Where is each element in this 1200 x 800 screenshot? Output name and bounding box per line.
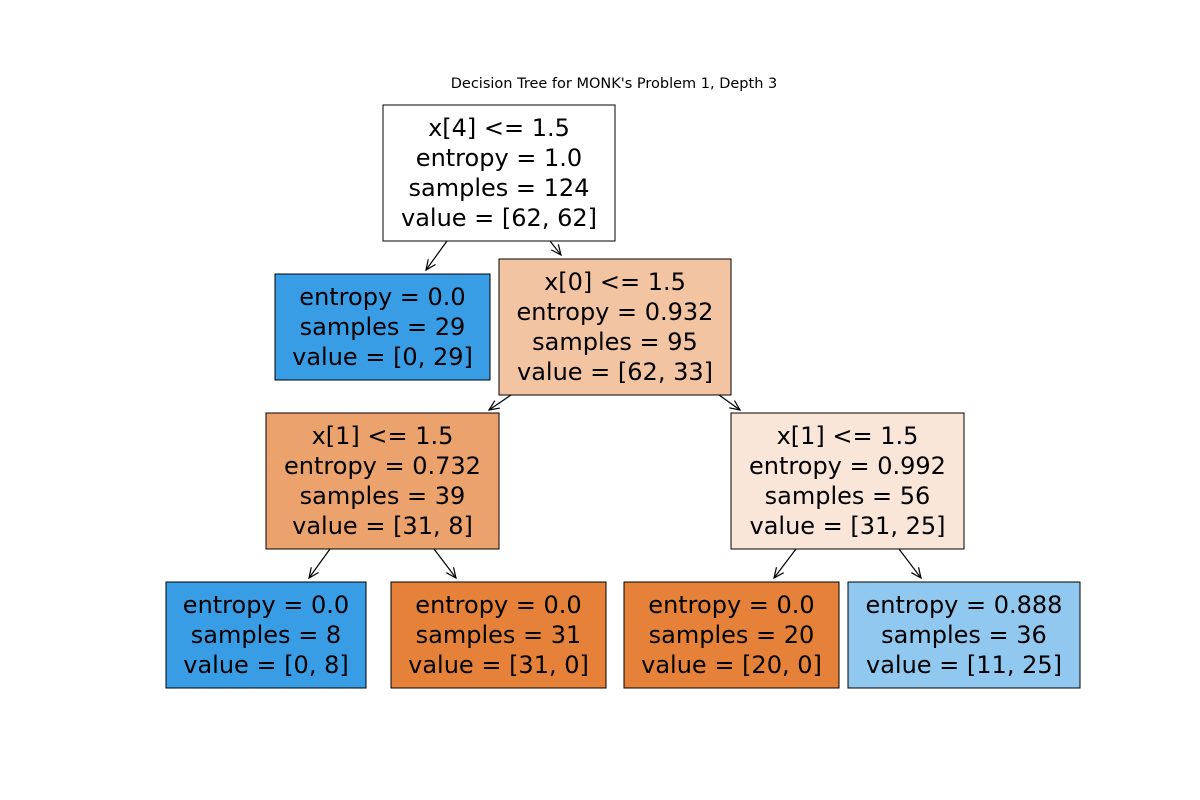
node-label-line: samples = 95 [532,328,698,356]
edge-root-n2 [549,240,562,257]
edge-n4-n8 [898,548,922,580]
edge-n3-n6 [433,548,457,580]
node-label-line: samples = 20 [649,621,815,649]
node-label-line: samples = 39 [300,482,466,510]
node-label-line: entropy = 0.0 [415,591,581,619]
node-label-line: samples = 124 [409,174,590,202]
node-label-line: samples = 29 [300,313,466,341]
edge-n4-n7 [773,548,797,580]
edge-line [718,394,741,411]
node-label-line: entropy = 0.0 [299,283,465,311]
node-label-line: value = [62, 62] [401,204,597,232]
node-label-line: value = [31, 8] [292,512,473,540]
node-box [847,581,1081,689]
edge-line [425,240,448,271]
node-label-line: value = [20, 0] [641,651,822,679]
edge-line [773,548,797,579]
node-label-line: samples = 8 [191,621,341,649]
edge-arrowhead [773,567,784,580]
node-label-line: value = [0, 29] [292,343,473,371]
node-label-line: samples = 56 [765,482,931,510]
node-box [390,581,607,689]
node-label-line: entropy = 0.0 [648,591,814,619]
node-label-line: entropy = 0.888 [866,591,1063,619]
node-label-line: x[4] <= 1.5 [428,114,570,142]
node-label-line: value = [31, 0] [408,651,589,679]
edge-line [488,394,512,411]
node-label-line: value = [31, 25] [750,512,946,540]
node-box [730,412,965,550]
node-label-line: value = [0, 8] [183,651,348,679]
edge-arrowhead [487,400,500,411]
node-box [165,581,367,689]
edge-line [308,548,331,579]
node-label-line: entropy = 0.932 [517,298,714,326]
edge-line [433,548,457,579]
diagram-title: Decision Tree for MONK's Problem 1, Dept… [451,76,777,92]
edge-n3-n5 [308,548,331,580]
node-label-line: x[0] <= 1.5 [544,268,686,296]
node-label-line: x[1] <= 1.5 [777,422,919,450]
edge-arrowhead [729,400,742,411]
edge-n2-n4 [718,394,742,411]
edge-arrowhead [446,567,457,580]
edge-line [549,240,562,256]
edge-arrowhead [550,244,562,257]
node-label-line: entropy = 0.992 [749,452,946,480]
node-label-line: value = [11, 25] [866,651,1062,679]
node-label-line: entropy = 0.0 [183,591,349,619]
node-box [623,581,840,689]
node-box [498,258,732,396]
edge-line [898,548,922,579]
node-box [274,273,491,381]
node-label-line: entropy = 0.732 [284,452,481,480]
node-label-line: samples = 31 [416,621,582,649]
edges-layer [308,240,922,580]
node-label-line: value = [62, 33] [517,358,713,386]
edge-n2-n3 [487,394,512,411]
edge-arrowhead [308,567,319,580]
edge-arrowhead [911,567,922,580]
node-label-line: entropy = 1.0 [416,144,582,172]
node-label-line: samples = 36 [881,621,1047,649]
edge-root-n1 [425,240,448,272]
node-box [265,412,500,550]
edge-arrowhead [425,259,436,272]
node-label-line: x[1] <= 1.5 [312,422,454,450]
node-box [382,104,616,242]
